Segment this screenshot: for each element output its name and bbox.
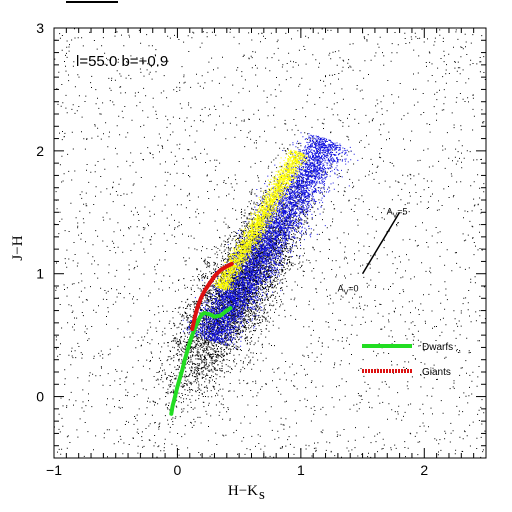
tick-labels: −1 0 1 2 0 1 2 3 [36,20,428,478]
stellar-tracks [169,261,234,416]
yellow-density-points [210,149,309,291]
y-tick-label: 1 [36,266,44,282]
av5-label: AV=5 [387,206,408,219]
plot-frame [53,27,487,459]
x-tick-label: −1 [46,462,62,478]
x-tick-label: 0 [174,462,182,478]
giants-track [190,261,234,331]
y-tick-label: 3 [36,20,44,36]
field-annotation: l=55.0 b=+0.9 [76,53,168,70]
legend-dwarfs-label: Dwarfs [422,342,453,353]
reddening-vector-line [361,211,401,275]
scatter-points [54,28,486,458]
blue-density-points [182,132,359,349]
y-tick-label: 0 [36,389,44,405]
x-axis-label: H−K [228,483,258,499]
y-tick-label: 2 [36,143,44,159]
reddening-vector: AV=0 AV=5 [338,206,408,296]
axis-ticks [53,27,487,459]
av0-label: AV=0 [338,284,359,297]
legend-giants-label: Giants [422,367,451,378]
x-axis-title: H−K s [228,483,265,503]
dwarfs-track [169,306,233,416]
x-tick-label: 1 [297,462,305,478]
x-axis-label-subscript: s [259,487,265,503]
x-tick-label: 2 [420,462,428,478]
legend: Dwarfs Giants [362,342,453,378]
y-axis-label: J−H [10,235,26,260]
